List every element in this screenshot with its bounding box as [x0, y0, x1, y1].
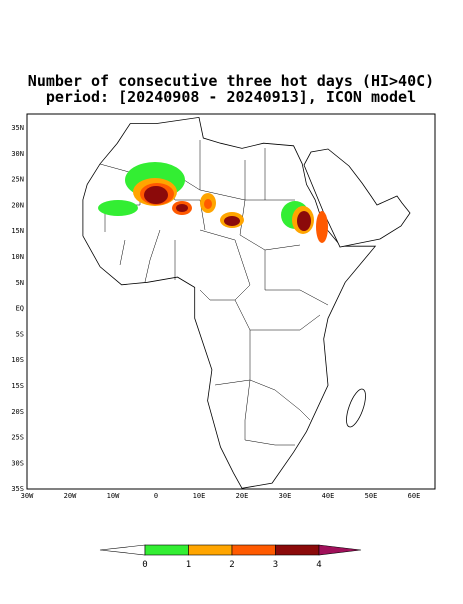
- title-line-1: Number of consecutive three hot days (HI…: [28, 72, 434, 90]
- arabia: [303, 148, 411, 248]
- lon-label: 20W: [64, 492, 77, 500]
- lat-label: 30S: [11, 459, 24, 467]
- lat-label: 15S: [11, 382, 24, 390]
- title-line-2: period: [20240908 - 20240913], ICON mode…: [46, 88, 416, 106]
- lon-label: 40E: [322, 492, 335, 500]
- colorbar-label: 0: [142, 560, 147, 570]
- madagascar: [346, 388, 366, 428]
- colorbar-label: 1: [186, 560, 191, 570]
- lat-label: 35S: [11, 485, 24, 493]
- hot-areas: [98, 162, 328, 243]
- lat-label: 10S: [11, 356, 24, 364]
- lon-label: 10W: [107, 492, 120, 500]
- colorbar-label: 4: [316, 560, 321, 570]
- lat-label: 30N: [11, 150, 24, 158]
- lat-label: 20N: [11, 201, 24, 209]
- colorbar-box: [231, 544, 276, 556]
- lat-label: 15N: [11, 227, 24, 235]
- colorbar-box: [144, 544, 189, 556]
- colorbar-label: 2: [229, 560, 234, 570]
- colorbar-box: [275, 544, 320, 556]
- lat-label: 25S: [11, 434, 24, 442]
- lat-label: 5N: [16, 279, 24, 287]
- lat-label: 20S: [11, 408, 24, 416]
- lon-label: 30E: [279, 492, 292, 500]
- lon-label: 0: [154, 492, 158, 500]
- lon-label: 10E: [193, 492, 206, 500]
- colorbar-over: [318, 544, 362, 556]
- colorbar-box: [188, 544, 233, 556]
- lat-label: EQ: [16, 305, 24, 313]
- map: [26, 113, 436, 490]
- lat-label: 10N: [11, 253, 24, 261]
- lon-label: 20E: [236, 492, 249, 500]
- lon-label: 50E: [365, 492, 378, 500]
- lon-label: 30W: [21, 492, 34, 500]
- colorbar-under: [99, 544, 146, 556]
- lon-label: 60E: [408, 492, 421, 500]
- colorbar-label: 3: [273, 560, 278, 570]
- lat-label: 5S: [16, 330, 24, 338]
- colorbar: 0 1 2 3 4: [99, 544, 362, 570]
- lat-label: 35N: [11, 124, 24, 132]
- lat-label: 25N: [11, 176, 24, 184]
